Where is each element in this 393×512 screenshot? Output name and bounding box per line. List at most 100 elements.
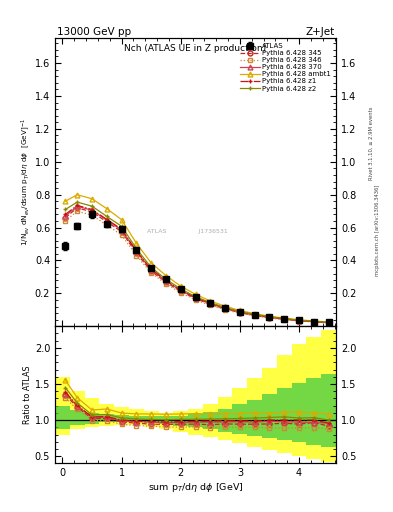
Pythia 6.428 ambt1 xyxy=(178,283,183,289)
Pythia 6.428 346 xyxy=(90,212,94,218)
Text: ATLAS                J1736531: ATLAS J1736531 xyxy=(147,229,228,234)
Pythia 6.428 ambt1 xyxy=(75,191,79,198)
Pythia 6.428 346 xyxy=(149,270,154,276)
Pythia 6.428 z1 xyxy=(75,202,79,208)
Pythia 6.428 346 xyxy=(134,252,139,259)
Pythia 6.428 345 xyxy=(105,219,109,225)
Pythia 6.428 ambt1 xyxy=(193,291,198,297)
Text: Rivet 3.1.10, ≥ 2.9M events: Rivet 3.1.10, ≥ 2.9M events xyxy=(369,106,374,180)
Pythia 6.428 z2 xyxy=(105,214,109,220)
Pythia 6.428 z2 xyxy=(267,314,272,320)
Pythia 6.428 ambt1 xyxy=(297,316,301,323)
Pythia 6.428 ambt1 xyxy=(208,298,213,304)
Pythia 6.428 346 xyxy=(75,208,79,214)
Y-axis label: Ratio to ATLAS: Ratio to ATLAS xyxy=(23,366,32,424)
Pythia 6.428 z1 xyxy=(326,319,331,326)
X-axis label: sum p$_T$/d$\eta$ d$\phi$ [GeV]: sum p$_T$/d$\eta$ d$\phi$ [GeV] xyxy=(148,481,243,494)
Pythia 6.428 z2 xyxy=(193,293,198,300)
Pythia 6.428 345 xyxy=(267,314,272,321)
Pythia 6.428 z1 xyxy=(223,305,228,311)
Pythia 6.428 z2 xyxy=(223,305,228,311)
Pythia 6.428 z1 xyxy=(149,266,154,272)
Pythia 6.428 345 xyxy=(193,295,198,302)
Pythia 6.428 346 xyxy=(223,307,228,313)
Line: Pythia 6.428 z1: Pythia 6.428 z1 xyxy=(63,203,331,325)
Pythia 6.428 z2 xyxy=(282,315,286,322)
Pythia 6.428 346 xyxy=(297,318,301,324)
Pythia 6.428 346 xyxy=(252,313,257,319)
Pythia 6.428 370 xyxy=(297,317,301,324)
Pythia 6.428 370 xyxy=(326,319,331,326)
Pythia 6.428 346 xyxy=(237,310,242,316)
Pythia 6.428 370 xyxy=(119,227,124,233)
Pythia 6.428 346 xyxy=(63,218,68,224)
Pythia 6.428 ambt1 xyxy=(267,313,272,319)
Pythia 6.428 z2 xyxy=(163,276,168,282)
Line: Pythia 6.428 346: Pythia 6.428 346 xyxy=(63,209,331,325)
Pythia 6.428 z2 xyxy=(134,246,139,252)
Pythia 6.428 z1 xyxy=(105,216,109,222)
Pythia 6.428 z2 xyxy=(208,300,213,306)
Pythia 6.428 z1 xyxy=(119,226,124,232)
Text: mcplots.cern.ch [arXiv:1306.3436]: mcplots.cern.ch [arXiv:1306.3436] xyxy=(375,185,380,276)
Pythia 6.428 z1 xyxy=(90,206,94,212)
Pythia 6.428 z2 xyxy=(178,286,183,292)
Text: Z+Jet: Z+Jet xyxy=(306,27,335,37)
Pythia 6.428 345 xyxy=(252,312,257,318)
Pythia 6.428 z2 xyxy=(75,199,79,205)
Pythia 6.428 345 xyxy=(178,288,183,294)
Pythia 6.428 z2 xyxy=(90,203,94,209)
Pythia 6.428 ambt1 xyxy=(163,272,168,279)
Pythia 6.428 ambt1 xyxy=(149,260,154,266)
Pythia 6.428 345 xyxy=(223,306,228,312)
Pythia 6.428 ambt1 xyxy=(63,198,68,204)
Pythia 6.428 345 xyxy=(119,229,124,235)
Line: Pythia 6.428 370: Pythia 6.428 370 xyxy=(63,204,331,325)
Pythia 6.428 ambt1 xyxy=(105,206,109,212)
Pythia 6.428 370 xyxy=(267,314,272,321)
Pythia 6.428 346 xyxy=(282,316,286,323)
Pythia 6.428 z1 xyxy=(178,287,183,293)
Pythia 6.428 z1 xyxy=(297,317,301,324)
Pythia 6.428 346 xyxy=(178,290,183,296)
Pythia 6.428 345 xyxy=(282,316,286,322)
Pythia 6.428 370 xyxy=(63,213,68,219)
Pythia 6.428 z1 xyxy=(312,318,316,325)
Pythia 6.428 z2 xyxy=(297,317,301,323)
Pythia 6.428 370 xyxy=(178,287,183,293)
Pythia 6.428 z1 xyxy=(134,248,139,254)
Pythia 6.428 z1 xyxy=(237,309,242,315)
Pythia 6.428 ambt1 xyxy=(252,311,257,317)
Line: Pythia 6.428 345: Pythia 6.428 345 xyxy=(63,205,331,325)
Pythia 6.428 z2 xyxy=(252,311,257,317)
Pythia 6.428 345 xyxy=(297,317,301,324)
Pythia 6.428 346 xyxy=(326,320,331,326)
Pythia 6.428 346 xyxy=(208,302,213,308)
Pythia 6.428 370 xyxy=(134,248,139,254)
Pythia 6.428 ambt1 xyxy=(90,196,94,202)
Pythia 6.428 346 xyxy=(267,315,272,321)
Pythia 6.428 370 xyxy=(149,266,154,272)
Pythia 6.428 346 xyxy=(312,319,316,325)
Pythia 6.428 z1 xyxy=(267,314,272,320)
Pythia 6.428 ambt1 xyxy=(312,318,316,324)
Pythia 6.428 z1 xyxy=(208,300,213,306)
Pythia 6.428 345 xyxy=(208,302,213,308)
Pythia 6.428 ambt1 xyxy=(134,240,139,246)
Pythia 6.428 z2 xyxy=(326,319,331,326)
Pythia 6.428 345 xyxy=(134,250,139,256)
Pythia 6.428 z1 xyxy=(252,312,257,318)
Pythia 6.428 z1 xyxy=(282,316,286,322)
Pythia 6.428 345 xyxy=(163,279,168,285)
Pythia 6.428 370 xyxy=(208,301,213,307)
Pythia 6.428 370 xyxy=(163,278,168,284)
Pythia 6.428 346 xyxy=(119,232,124,238)
Pythia 6.428 ambt1 xyxy=(119,217,124,223)
Pythia 6.428 370 xyxy=(237,309,242,315)
Legend: ATLAS, Pythia 6.428 345, Pythia 6.428 346, Pythia 6.428 370, Pythia 6.428 ambt1,: ATLAS, Pythia 6.428 345, Pythia 6.428 34… xyxy=(239,42,332,93)
Pythia 6.428 z2 xyxy=(119,223,124,229)
Pythia 6.428 ambt1 xyxy=(326,319,331,325)
Pythia 6.428 ambt1 xyxy=(282,315,286,321)
Line: Pythia 6.428 z2: Pythia 6.428 z2 xyxy=(63,200,331,325)
Pythia 6.428 346 xyxy=(163,281,168,287)
